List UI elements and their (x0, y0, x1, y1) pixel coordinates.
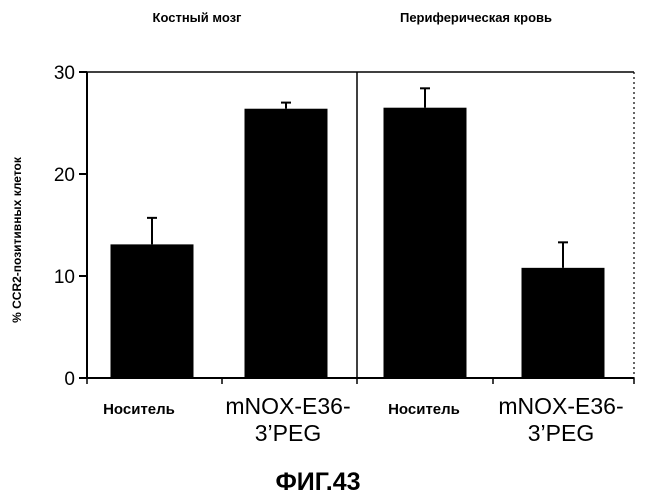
y-tick-label: 30 (54, 63, 75, 84)
y-tick-label: 10 (54, 267, 75, 288)
panel-title-peripheral-blood: Периферическая кровь (400, 10, 552, 25)
figure-caption: ФИГ.43 (275, 468, 360, 496)
category-label: 3’PEG (528, 420, 594, 446)
panel-title-bone-marrow: Костный мозг (153, 10, 243, 25)
category-labels: НосительmNOX-E36-3’PEGНосительmNOX-E36-3… (103, 393, 624, 446)
bar (111, 244, 194, 378)
category-label: Носитель (103, 401, 175, 418)
bar (384, 108, 467, 378)
bar (522, 268, 605, 378)
y-tick-label: 0 (64, 369, 75, 390)
category-label: 3’PEG (255, 420, 321, 446)
bar (245, 109, 328, 378)
category-label: Носитель (388, 401, 460, 418)
y-axis-label: % CCR2-позитивных клеток (10, 156, 24, 323)
category-label: mNOX-E36- (498, 393, 623, 419)
category-label: mNOX-E36- (225, 393, 350, 419)
y-tick-label: 20 (54, 165, 75, 186)
